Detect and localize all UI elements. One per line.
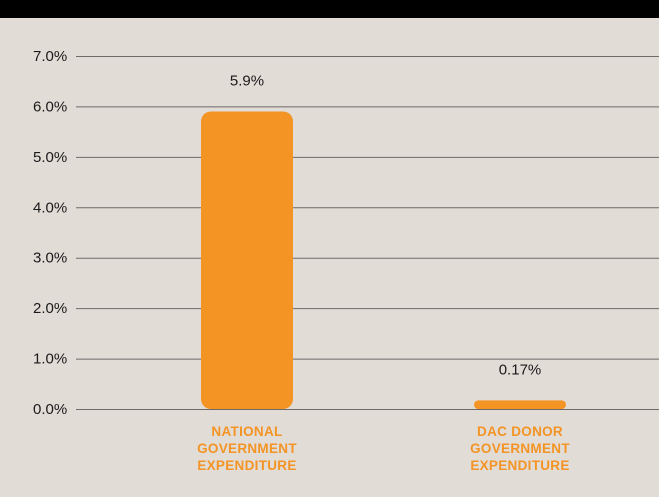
y-tick-label: 4.0%	[33, 199, 67, 216]
category-label-line: EXPENDITURE	[197, 458, 296, 473]
data-label: 5.9%	[230, 72, 264, 89]
category-label-line: EXPENDITURE	[470, 458, 569, 473]
y-tick-label: 3.0%	[33, 250, 67, 267]
category-label-line: GOVERNMENT	[197, 441, 297, 456]
y-tick-label: 2.0%	[33, 300, 67, 317]
category-label-line: DAC DONOR	[477, 424, 563, 439]
y-tick-label: 1.0%	[33, 351, 67, 368]
header-bar	[0, 0, 659, 18]
y-tick-label: 6.0%	[33, 98, 67, 115]
category-label-line: NATIONAL	[211, 424, 282, 439]
y-tick-label: 5.0%	[33, 149, 67, 166]
bar	[201, 111, 293, 409]
y-tick-label: 0.0%	[33, 401, 67, 418]
category-label: NATIONAL GOVERNMENT EXPENDITURE	[197, 424, 297, 473]
bar	[474, 400, 566, 409]
category-label-line: GOVERNMENT	[470, 441, 570, 456]
category-label: DAC DONOR GOVERNMENT EXPENDITURE	[470, 424, 570, 473]
y-tick-label: 7.0%	[33, 48, 67, 65]
data-label: 0.17%	[499, 361, 542, 378]
